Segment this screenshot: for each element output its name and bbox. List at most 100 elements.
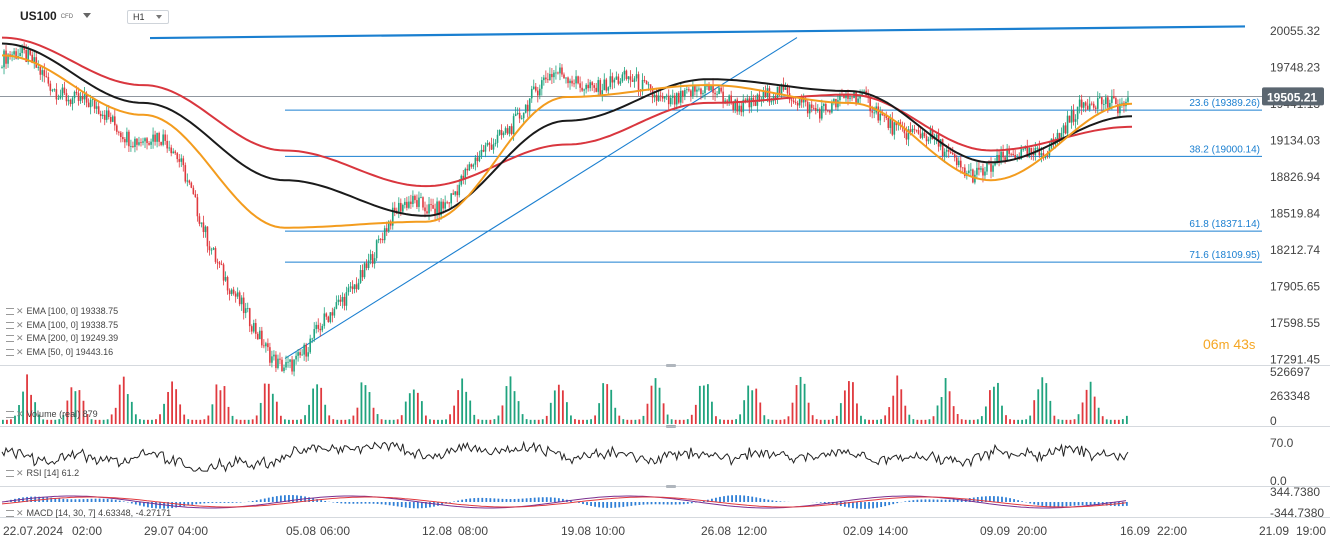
candle-body — [817, 109, 819, 111]
candle — [350, 282, 352, 292]
candle — [456, 185, 458, 202]
volume-bar — [95, 420, 97, 424]
candle — [948, 144, 950, 158]
candle — [684, 88, 686, 100]
candle-body — [843, 95, 845, 98]
chevron-down-icon[interactable] — [83, 13, 91, 18]
candle-body — [54, 89, 56, 90]
candle — [418, 192, 420, 212]
macd-bar — [203, 502, 205, 503]
candle — [239, 290, 241, 306]
close-icon[interactable]: ✕ — [16, 333, 24, 343]
macd-legend[interactable]: ✕MACD [14, 30, 7] 4.63348, -4.27171 — [6, 508, 171, 519]
candle-body — [402, 205, 404, 212]
candle-body — [452, 193, 454, 194]
candle-body — [714, 93, 716, 94]
legend-item[interactable]: ✕EMA [100, 0] 19338.75 — [6, 305, 118, 319]
time-axis-label: 16.09 — [1120, 524, 1150, 538]
macd-bar — [502, 499, 504, 502]
candle — [616, 72, 618, 80]
close-icon[interactable]: ✕ — [16, 306, 24, 316]
menu-icon[interactable] — [6, 349, 14, 356]
candle-body — [894, 122, 896, 134]
candle-body — [416, 200, 418, 207]
candle — [642, 73, 644, 95]
candle — [1067, 111, 1069, 137]
close-icon[interactable]: ✕ — [16, 508, 24, 518]
menu-icon[interactable] — [6, 411, 14, 418]
candle-body — [1085, 102, 1087, 105]
legend-item[interactable]: ✕EMA [50, 0] 19443.16 — [6, 346, 118, 360]
macd-bar — [510, 499, 512, 502]
legend-item[interactable]: ✕EMA [100, 0] 19338.75 — [6, 319, 118, 333]
candle-body — [1081, 100, 1083, 108]
volume-bar — [747, 386, 749, 424]
volume-bar — [896, 376, 898, 425]
candle — [231, 288, 233, 296]
candle-body — [436, 201, 438, 214]
menu-icon[interactable] — [6, 322, 14, 329]
candle-body — [481, 150, 483, 156]
candle-body — [1041, 153, 1043, 155]
candle — [638, 71, 640, 96]
candle — [749, 96, 751, 113]
candle — [132, 142, 134, 148]
countdown-minutes-unit: m — [1219, 337, 1230, 352]
candle-body — [5, 51, 7, 64]
candle — [1006, 144, 1008, 161]
candle-body — [589, 82, 591, 88]
menu-icon[interactable] — [6, 308, 14, 315]
rsi-legend[interactable]: ✕RSI [14] 61.2 — [6, 468, 79, 479]
candle-body — [543, 78, 545, 81]
close-icon[interactable]: ✕ — [16, 320, 24, 330]
candle-body — [936, 135, 938, 138]
volume-bar — [590, 419, 592, 424]
candle-body — [380, 239, 382, 240]
legend-item[interactable]: ✕EMA [200, 0] 19249.39 — [6, 332, 118, 346]
candle-body — [676, 93, 678, 104]
close-icon[interactable]: ✕ — [16, 468, 24, 478]
macd-bar — [771, 500, 773, 502]
menu-icon[interactable] — [6, 510, 14, 517]
volume-bar — [554, 390, 556, 424]
candle — [614, 78, 616, 89]
candle — [696, 85, 698, 98]
candle — [13, 48, 15, 60]
candle — [380, 238, 382, 243]
candle-body — [446, 202, 448, 203]
candle-body — [837, 100, 839, 107]
macd-bar — [618, 502, 620, 507]
candle — [926, 134, 928, 148]
candle-body — [321, 326, 323, 330]
macd-bar — [1053, 502, 1055, 507]
candle — [237, 287, 239, 299]
menu-icon[interactable] — [6, 335, 14, 342]
candle — [309, 335, 311, 354]
volume-bar — [804, 384, 806, 424]
volume-bar — [699, 386, 701, 424]
volume-bar — [630, 420, 632, 424]
candle — [1081, 95, 1083, 115]
candle — [178, 154, 180, 168]
close-icon[interactable]: ✕ — [16, 409, 24, 419]
volume-legend[interactable]: ✕Volume (real) 879 — [6, 409, 98, 420]
time-axis-label: 02.09 — [843, 524, 873, 538]
macd-bar — [413, 502, 415, 508]
candle-body — [233, 290, 235, 294]
candle — [150, 139, 152, 149]
macd-bar — [622, 502, 624, 507]
volume-bar — [211, 404, 213, 424]
candle — [817, 104, 819, 113]
menu-icon[interactable] — [6, 470, 14, 477]
candle — [491, 138, 493, 150]
macd-bar — [272, 497, 274, 502]
macd-bar — [83, 499, 85, 502]
volume-bar — [594, 415, 596, 424]
candle — [587, 79, 589, 92]
timeframe-select[interactable]: H1 — [127, 10, 169, 24]
close-icon[interactable]: ✕ — [16, 347, 24, 357]
macd-bar — [723, 496, 725, 502]
